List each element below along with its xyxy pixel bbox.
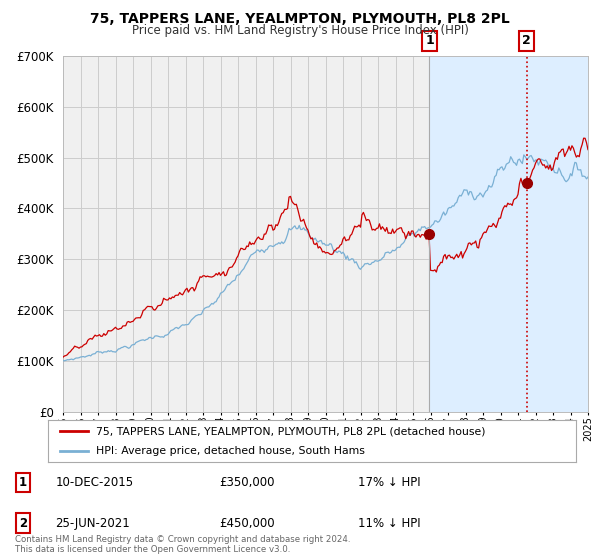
Text: Price paid vs. HM Land Registry's House Price Index (HPI): Price paid vs. HM Land Registry's House … (131, 24, 469, 36)
Bar (430, 56, 588, 412)
Text: 1: 1 (19, 476, 27, 489)
Text: 75, TAPPERS LANE, YEALMPTON, PLYMOUTH, PL8 2PL: 75, TAPPERS LANE, YEALMPTON, PLYMOUTH, P… (90, 12, 510, 26)
Text: 11% ↓ HPI: 11% ↓ HPI (358, 517, 420, 530)
Text: 10-DEC-2015: 10-DEC-2015 (55, 476, 133, 489)
Text: 17% ↓ HPI: 17% ↓ HPI (358, 476, 420, 489)
Text: 1: 1 (425, 34, 434, 47)
Text: 2: 2 (522, 34, 531, 47)
Text: 75, TAPPERS LANE, YEALMPTON, PLYMOUTH, PL8 2PL (detached house): 75, TAPPERS LANE, YEALMPTON, PLYMOUTH, P… (95, 426, 485, 436)
Text: Contains HM Land Registry data © Crown copyright and database right 2024.
This d: Contains HM Land Registry data © Crown c… (15, 535, 350, 554)
Text: HPI: Average price, detached house, South Hams: HPI: Average price, detached house, Sout… (95, 446, 364, 456)
Text: 25-JUN-2021: 25-JUN-2021 (55, 517, 130, 530)
Text: £450,000: £450,000 (220, 517, 275, 530)
Text: £350,000: £350,000 (220, 476, 275, 489)
Text: 2: 2 (19, 517, 27, 530)
